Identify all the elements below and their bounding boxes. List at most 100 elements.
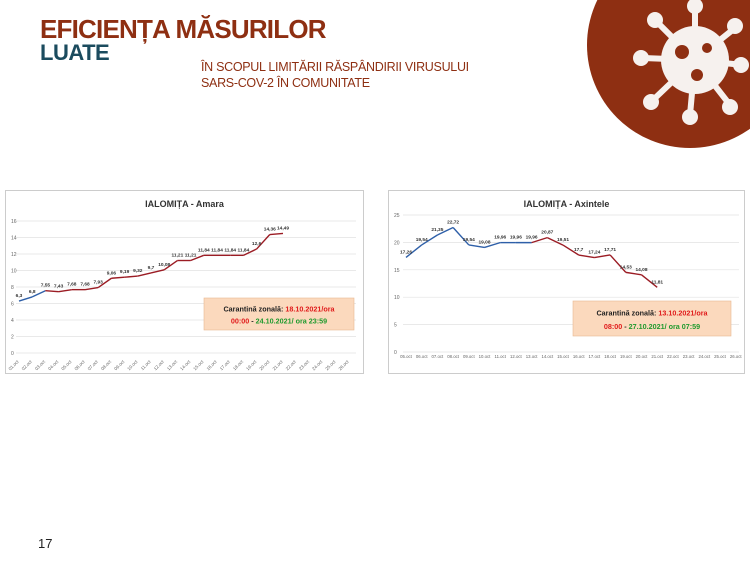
callout-start-time: 08:00 (604, 322, 622, 331)
data-label: 19,54 (416, 237, 428, 243)
callout-line1: Carantină zonală: 13.10.2021/ora (596, 309, 708, 318)
series-segment (562, 244, 580, 256)
series-segment (269, 232, 284, 236)
x-tick-label: 11.oct (140, 359, 152, 371)
series-segment (578, 254, 595, 259)
data-label: 19,08 (478, 239, 490, 245)
x-tick-label: 15.oct (192, 359, 205, 372)
x-tick-label: 17.oct (589, 354, 602, 359)
x-tick-label: 08.oct (100, 359, 113, 372)
data-label: 6,8 (29, 289, 36, 295)
data-label: 14,36 (264, 227, 276, 233)
x-tick-label: 12.oct (510, 354, 523, 359)
y-tick-label: 12 (11, 252, 17, 258)
x-tick-label: 16.oct (573, 354, 586, 359)
data-label: 7,68 (67, 282, 77, 288)
x-tick-label: 07.oct (432, 354, 445, 359)
series-segment (609, 254, 627, 273)
data-label: 11,84 (224, 247, 236, 253)
data-label: 19,54 (463, 237, 475, 243)
series-segment (641, 274, 658, 288)
page-title: EFICIENȚA MĂSURILOR (40, 14, 327, 44)
data-label: 11,21 (185, 253, 197, 259)
chart-amara: IALOMIȚA - Amara 0 2 4 6 8 10 12 14 16 01.oct 02.oc… (5, 190, 364, 374)
page-number: 17 (38, 536, 53, 551)
x-tick-label: 24.oct (311, 359, 324, 372)
y-tick-label: 0 (394, 350, 397, 356)
data-label: 19,51 (557, 237, 569, 243)
series-segment (437, 226, 454, 236)
y-tick-label: 10 (11, 269, 17, 275)
x-tick-label: 20.oct (258, 359, 271, 372)
x-tick-label: 14.oct (179, 359, 192, 372)
series-segment (137, 272, 152, 277)
x-tick-label: 25.oct (714, 354, 727, 359)
callout-start-time: 00:00 (231, 317, 249, 326)
data-label: 14,08 (635, 267, 647, 273)
series-segment (468, 244, 485, 249)
x-tick-label: 09.oct (463, 354, 476, 359)
series-segment (421, 234, 438, 246)
series-segment (531, 236, 548, 244)
series-segment (190, 254, 205, 262)
series-segment (594, 254, 611, 259)
x-tick-label: 16.oct (205, 359, 218, 372)
data-label: 14,49 (277, 225, 289, 231)
callout-label: Carantină zonală: (596, 309, 658, 318)
x-tick-label: 18.oct (232, 359, 245, 372)
series-segment (31, 290, 46, 298)
x-tick-label: 07.oct (87, 359, 100, 372)
data-label: 19,96 (494, 235, 506, 241)
y-tick-label: 20 (394, 240, 400, 246)
x-tick-label: 22.oct (285, 359, 298, 372)
data-label: 7,93 (94, 280, 104, 286)
data-label: 19,96 (510, 235, 522, 241)
series-segment (111, 276, 125, 279)
callout-end: 24.10.2021/ ora 23:59 (256, 317, 328, 326)
x-tick-label: 21.oct (651, 354, 664, 359)
y-tick-label: 2 (11, 335, 14, 341)
x-tick-label: 05.oct (60, 359, 73, 372)
x-tick-label: 23.oct (298, 359, 311, 372)
quarantine-callout (203, 297, 355, 331)
chart-title: IALOMIȚA - Amara (145, 199, 225, 209)
x-tick-label: 01.oct (7, 359, 20, 372)
series-segment (452, 227, 470, 246)
data-label: 11,84 (238, 247, 250, 253)
data-label: 11,21 (172, 253, 184, 259)
series-segment (405, 244, 423, 258)
x-tick-label: 12.oct (153, 359, 166, 372)
page-subtitle: ÎN SCOPUL LIMITĂRII RĂSPÂNDIRII VIRUSULU… (201, 59, 469, 91)
data-label: 6,3 (16, 293, 23, 299)
callout-end: 27.10.2021/ ora 07:59 (629, 322, 701, 331)
data-label: 14,53 (620, 264, 632, 270)
data-label: 11,84 (211, 247, 223, 253)
x-tick-label: 04.oct (47, 359, 60, 372)
x-tick-label: 26.oct (337, 359, 350, 372)
callout-start-date: 13.10.2021/ora (658, 309, 708, 318)
chart-title: IALOMIȚA - Axintele (524, 199, 610, 209)
y-tick-label: 14 (11, 236, 17, 242)
x-tick-label: 26.oct (730, 354, 743, 359)
x-tick-label: 20.oct (636, 354, 649, 359)
x-tick-label: 19.oct (620, 354, 633, 359)
x-tick-label: 19.oct (245, 359, 258, 372)
callout-separator: - (249, 317, 255, 326)
subtitle-line2: SARS-COV-2 ÎN COMUNITATE (201, 76, 370, 90)
data-label: 10,08 (158, 262, 170, 268)
x-tick-label: 02.oct (21, 359, 34, 372)
series-segment (84, 286, 99, 291)
callout-line1: Carantină zonală: 18.10.2021/ora (223, 304, 335, 313)
callout-start-date: 18.10.2021/ora (285, 304, 335, 313)
x-tick-label: 15.oct (557, 354, 570, 359)
data-label: 17,24 (588, 250, 600, 256)
series-segment (243, 248, 257, 256)
data-label: 20,87 (541, 230, 553, 236)
data-label: 22,72 (447, 219, 459, 225)
y-tick-label: 8 (11, 285, 14, 291)
x-tick-label: 22.oct (667, 354, 680, 359)
x-tick-label: 14.oct (541, 354, 554, 359)
x-tick-label: 05.oct (400, 354, 413, 359)
x-tick-label: 10.oct (479, 354, 492, 359)
series-segment (18, 296, 33, 302)
